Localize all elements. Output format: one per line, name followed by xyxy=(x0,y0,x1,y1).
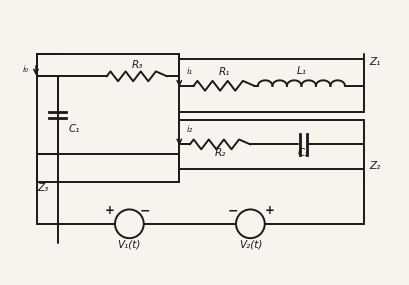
Text: L₁: L₁ xyxy=(296,66,306,76)
Text: C₂: C₂ xyxy=(297,148,308,158)
Text: i₀: i₀ xyxy=(23,65,29,74)
Text: −: − xyxy=(139,204,150,217)
Text: i₁: i₁ xyxy=(187,67,193,76)
Text: Z₂: Z₂ xyxy=(368,161,379,171)
Text: V₁(t): V₁(t) xyxy=(117,239,141,249)
Text: +: + xyxy=(105,204,115,217)
Text: +: + xyxy=(264,204,274,217)
Text: R₁: R₁ xyxy=(218,67,229,77)
Text: −: − xyxy=(227,204,238,217)
Text: Z₁: Z₁ xyxy=(368,57,379,67)
Text: C₁: C₁ xyxy=(69,124,80,134)
Text: V₂(t): V₂(t) xyxy=(238,239,261,249)
Text: R₂: R₂ xyxy=(214,148,225,158)
Text: R₃: R₃ xyxy=(131,60,142,70)
Text: i₂: i₂ xyxy=(187,125,193,134)
Text: Z₃: Z₃ xyxy=(37,182,48,193)
